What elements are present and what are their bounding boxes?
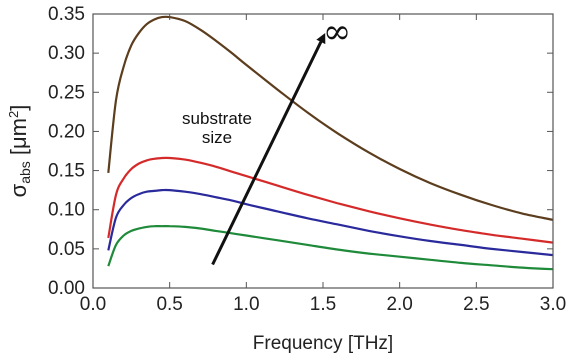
tick-labels: 0.0 0.5 1.0 1.5 2.0 2.5 3.0 0.00 0.05 0.10 0.15 0.2… (48, 4, 566, 315)
annotation-substrate: substrate (182, 109, 252, 128)
ticks-layer (92, 13, 554, 289)
x-tick-label-6: 3.0 (540, 294, 566, 315)
y-tick-label-6: 0.30 (48, 43, 85, 64)
series-layer (107, 15, 554, 271)
y-tick-label-4: 0.20 (48, 121, 85, 142)
series-line-3 (107, 188, 554, 257)
x-tick-label-1: 0.5 (156, 294, 182, 315)
x-tick-label-5: 2.5 (463, 294, 489, 315)
y-axis-label-unit-exp: 2 (6, 111, 21, 118)
x-tick-label-2: 1.0 (233, 294, 259, 315)
y-axis-label-unit-close: ] (6, 105, 31, 111)
x-tick-label-4: 2.0 (386, 294, 412, 315)
series-line-1 (107, 15, 554, 221)
series-line-4 (107, 225, 554, 271)
y-tick-label-3: 0.15 (48, 161, 85, 182)
annotation-size: size (202, 128, 232, 147)
series-line-2 (107, 156, 554, 244)
x-tick-label-0: 0.0 (80, 294, 106, 315)
y-tick-label-2: 0.10 (48, 200, 85, 221)
y-tick-label-0: 0.00 (48, 278, 85, 299)
y-axis-label-subscript: abs (17, 161, 33, 184)
y-tick-label-7: 0.35 (48, 4, 85, 25)
infinity-label: ∞ (323, 12, 351, 52)
y-axis-label-unit-base: μm (6, 118, 31, 149)
y-axis-label-symbol: σ (6, 183, 31, 197)
y-axis-label: σabs [μm2] (6, 105, 33, 198)
x-axis-label: Frequency [THz] (253, 333, 393, 354)
y-tick-label-5: 0.25 (48, 82, 85, 103)
y-tick-label-1: 0.05 (48, 239, 85, 260)
y-axis-label-unit-open: [ (6, 149, 31, 161)
x-tick-label-3: 1.5 (310, 294, 336, 315)
trend-arrow (211, 32, 326, 266)
